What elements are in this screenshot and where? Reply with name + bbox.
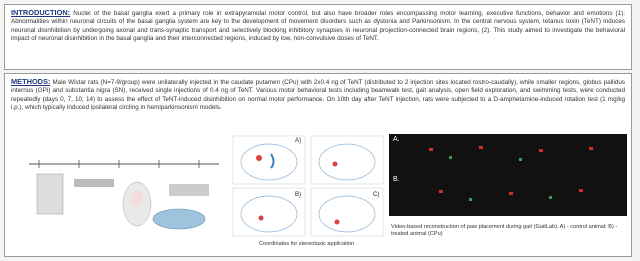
introduction-heading: INTRODUCTION: [11, 8, 70, 17]
methods-box: METHODS: Male Wistar rats (N=7-9/group) … [4, 73, 632, 257]
introduction-text: Nuclei of the basal ganglia exert a prim… [11, 10, 625, 42]
panel-label: B) [295, 192, 301, 198]
introduction-box: INTRODUCTION: Nuclei of the basal gangli… [4, 4, 632, 70]
timeline-illustration [19, 134, 229, 252]
panel-label: C) [373, 192, 379, 198]
gait-image [389, 134, 627, 216]
methods-heading: METHODS: [11, 77, 50, 86]
panel-label: A) [295, 138, 301, 144]
panel-label: B. [393, 176, 400, 183]
methods-paragraph: METHODS: Male Wistar rats (N=7-9/group) … [11, 78, 625, 112]
gait-caption: Video-based reconstruction of paw placem… [391, 224, 627, 238]
introduction-paragraph: INTRODUCTION: Nuclei of the basal gangli… [11, 9, 625, 43]
methods-text: Male Wistar rats (N=7-9/group) were unil… [11, 79, 625, 111]
brain-sections [231, 134, 387, 240]
panel-label: A. [393, 136, 400, 143]
page: {"introduction": {"heading": "INTRODUCTI… [0, 0, 640, 261]
stereotaxic-caption: Coordinates for stereotaxic application [259, 241, 379, 248]
